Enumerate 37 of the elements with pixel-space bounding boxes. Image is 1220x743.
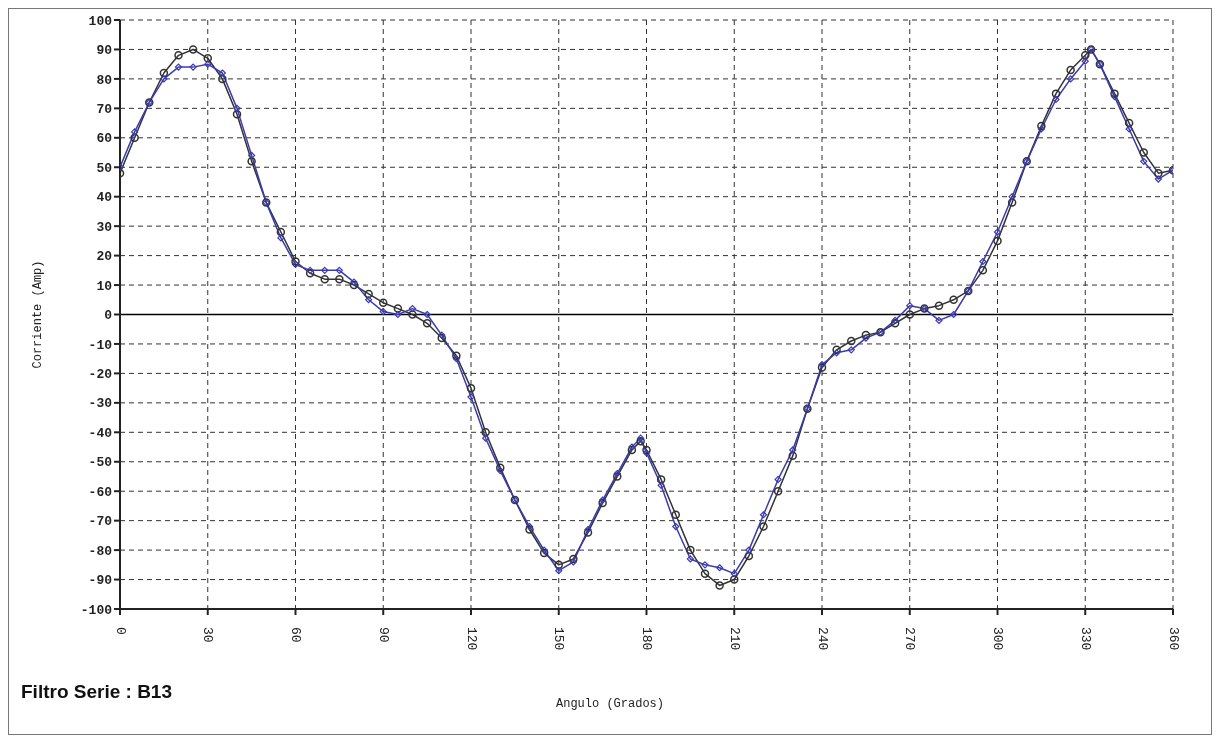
x-tick-label: 90: [375, 627, 391, 643]
y-tick-label: -80: [88, 543, 113, 559]
y-tick-label: 50: [96, 160, 113, 176]
x-tick-label: 210: [726, 627, 742, 651]
x-tick-label: 270: [902, 627, 918, 651]
x-tick-label: 0: [112, 627, 128, 635]
x-axis-title: Angulo (Grados): [555, 697, 665, 711]
y-tick-label: -50: [88, 455, 113, 471]
y-tick-label: 20: [96, 249, 113, 265]
x-tick-label: 330: [1077, 627, 1093, 651]
y-tick-label: -30: [88, 396, 113, 412]
y-tick-label: 30: [96, 219, 113, 235]
x-tick-label: 300: [990, 627, 1005, 651]
y-tick-label: -100: [80, 602, 113, 618]
y-tick-label: 100: [88, 13, 113, 29]
x-tick-label: 240: [814, 627, 830, 651]
y-tick-label: -40: [88, 425, 113, 441]
y-tick-label: 0: [104, 308, 113, 324]
x-tick-label: 60: [288, 627, 303, 643]
y-tick-label: 60: [96, 131, 113, 147]
y-tick-label: 90: [96, 43, 113, 59]
y-tick-label: -60: [88, 484, 113, 500]
x-tick-label: 120: [463, 627, 479, 651]
y-axis-title: Corriente (Amp): [31, 260, 46, 369]
y-tick-label: 40: [96, 190, 113, 206]
x-tick-label: 360: [1165, 627, 1181, 651]
x-tick-label: 30: [200, 627, 216, 643]
y-tick-label: -70: [88, 514, 113, 530]
y-tick-label: -10: [88, 337, 113, 353]
y-tick-label: 10: [96, 278, 113, 294]
y-tick-label: 80: [96, 72, 113, 88]
x-tick-label: 180: [639, 627, 654, 651]
y-tick-label: -20: [88, 367, 113, 383]
y-tick-label: -90: [88, 573, 113, 589]
x-tick-label: 150: [551, 627, 567, 651]
y-tick-label: 70: [96, 101, 113, 117]
text: Filtro Serie : B13: [21, 681, 172, 703]
